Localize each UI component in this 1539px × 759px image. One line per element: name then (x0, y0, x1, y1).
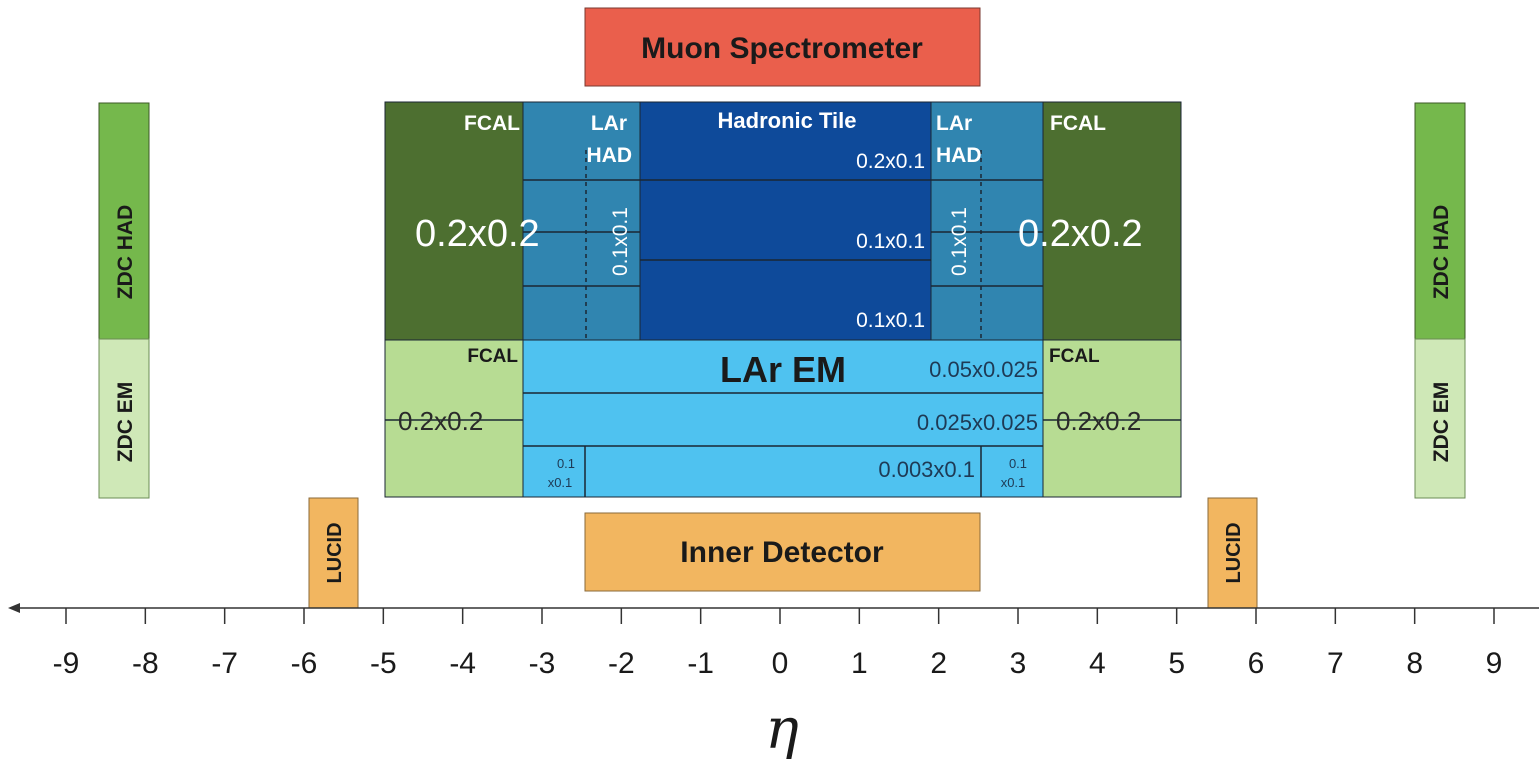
axis-tick-label: -3 (529, 647, 556, 680)
fcal-em-left-box (384, 339, 524, 498)
fcal-had-left-label: FCAL (464, 112, 520, 135)
fcal-had-right-granularity: 0.2x0.2 (1018, 213, 1143, 255)
lar-had-left-box (522, 101, 641, 341)
axis-tick-label: 8 (1406, 647, 1423, 680)
axis-tick-label: -8 (132, 647, 159, 680)
lar-had-left-label-1: LAr (591, 112, 627, 135)
axis-tick-label: 1 (851, 647, 868, 680)
axis-tick-label: 5 (1168, 647, 1185, 680)
lar-em-label: LAr EM (720, 349, 846, 390)
hadronic-tile-layer1: 0.2x0.1 (856, 150, 925, 173)
fcal-em-right-granularity: 0.2x0.2 (1056, 406, 1141, 436)
fcal-em-left-granularity: 0.2x0.2 (398, 406, 483, 436)
axis-tick-label: 2 (930, 647, 947, 680)
lar-em-layer2: 0.025x0.025 (917, 410, 1038, 435)
axis-tick-label: 6 (1248, 647, 1265, 680)
zdc-em-left-box (98, 338, 150, 499)
hadronic-tile-label: Hadronic Tile (718, 108, 857, 133)
lar-had-right-box (930, 101, 1044, 341)
zdc-em-right-box (1414, 338, 1466, 499)
hadronic-tile-layer3: 0.1x0.1 (856, 309, 925, 332)
lar-had-left-granularity: 0.1x0.1 (609, 207, 632, 276)
axis-tick-label: -2 (608, 647, 635, 680)
axis-tick-label: 9 (1486, 647, 1503, 680)
lar-had-right-label-1: LAr (936, 112, 972, 135)
fcal-em-left-label: FCAL (467, 346, 518, 367)
lar-em-box (522, 339, 1044, 498)
fcal-had-right-label: FCAL (1050, 112, 1106, 135)
fcal-had-left-granularity: 0.2x0.2 (415, 213, 540, 255)
fcal-em-right-box (1042, 339, 1182, 498)
hadronic-tile-box (639, 101, 932, 341)
inner-detector-label: Inner Detector (680, 536, 884, 569)
zdc-had-right-label: ZDC HAD (1430, 205, 1453, 300)
axis-arrow-icon (8, 603, 20, 613)
lar-em-layer1: 0.05x0.025 (929, 357, 1038, 382)
hadronic-tile-layer2: 0.1x0.1 (856, 230, 925, 253)
lar-em-side-left-2: x0.1 (548, 475, 573, 490)
lar-had-right-granularity: 0.1x0.1 (948, 207, 971, 276)
fcal-had-right-box (1042, 101, 1182, 341)
axis-tick-label: -7 (211, 647, 238, 680)
axis-label: η (765, 697, 799, 759)
axis-ticks: -9 -8 -7 -6 -5 -4 -3 -2 -1 0 1 2 3 4 5 6 7 8 9 (53, 608, 1503, 680)
lucid-left-label: LUCID (324, 522, 346, 583)
lar-em-side-right-1: 0.1 (1009, 456, 1027, 471)
axis-tick-label: -9 (53, 647, 80, 680)
zdc-em-right-label: ZDC EM (1430, 382, 1453, 463)
inner-detector-box (584, 512, 981, 592)
zdc-had-left-label: ZDC HAD (114, 205, 137, 300)
zdc-em-left-label: ZDC EM (114, 382, 137, 463)
axis-tick-label: 4 (1089, 647, 1106, 680)
zdc-had-left-box (98, 102, 150, 340)
muon-spectrometer-box (584, 7, 981, 87)
axis-tick-label: -6 (291, 647, 318, 680)
lar-em-layer3: 0.003x0.1 (878, 457, 975, 482)
axis-tick-label: 0 (772, 647, 789, 680)
lar-em-side-right-2: x0.1 (1001, 475, 1026, 490)
lar-had-right-label-2: HAD (936, 144, 982, 167)
axis-tick-label: -5 (370, 647, 397, 680)
muon-spectrometer-label: Muon Spectrometer (641, 32, 923, 65)
lucid-right-label: LUCID (1223, 522, 1245, 583)
axis-tick-label: -4 (449, 647, 476, 680)
axis-tick-label: 3 (1010, 647, 1027, 680)
fcal-had-left-box (384, 101, 524, 341)
axis-tick-label: 7 (1327, 647, 1344, 680)
zdc-had-right-box (1414, 102, 1466, 340)
lar-em-side-left-1: 0.1 (557, 456, 575, 471)
lar-had-left-label-2: HAD (587, 144, 633, 167)
axis-tick-label: -1 (687, 647, 714, 680)
fcal-em-right-label: FCAL (1049, 346, 1100, 367)
